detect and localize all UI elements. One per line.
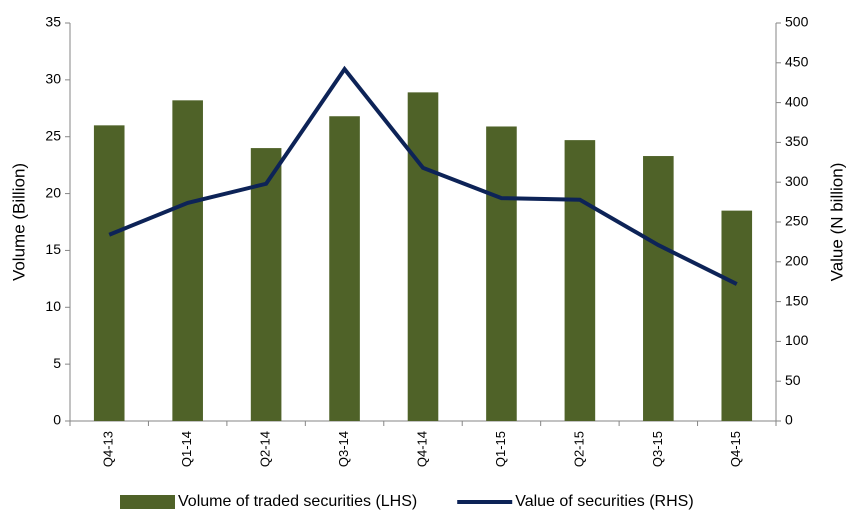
y2-tick-label: 0 — [785, 412, 793, 428]
y2-tick-label: 350 — [785, 133, 809, 149]
y-tick-label: 20 — [45, 184, 61, 200]
y-tick-label: 25 — [45, 127, 61, 143]
x-tick-label: Q4-15 — [728, 431, 743, 467]
bar — [486, 126, 517, 421]
y2-tick-label: 450 — [785, 54, 809, 70]
bar — [721, 210, 753, 421]
x-tick-label: Q3-15 — [650, 431, 665, 467]
y-axis-label: Volume (Billion) — [9, 163, 28, 281]
y2-axis-label: Value (N billion) — [827, 163, 846, 282]
y2-tick-label: 250 — [785, 213, 809, 229]
bar — [250, 148, 282, 422]
legend-swatch — [120, 495, 175, 509]
y2-tick-label: 400 — [785, 93, 809, 109]
x-tick-label: Q2-15 — [571, 431, 586, 467]
bar — [643, 156, 674, 421]
x-tick-label: Q1-15 — [493, 431, 508, 467]
y-tick-label: 15 — [45, 241, 61, 257]
y2-tick-label: 100 — [785, 332, 809, 348]
bar — [329, 116, 360, 421]
line — [108, 65, 738, 286]
y-tick-label: 0 — [53, 412, 61, 428]
y-tick-label: 5 — [53, 355, 61, 371]
y2-tick-label: 500 — [785, 14, 809, 30]
bar — [172, 100, 203, 421]
x-tick-label: Q2-14 — [258, 431, 273, 467]
legend-label: Volume of traded securities (LHS) — [178, 493, 417, 510]
legend-label: Value of securities (RHS) — [515, 493, 693, 510]
bar — [407, 92, 439, 421]
y2-tick-label: 300 — [785, 173, 809, 189]
y2-tick-label: 50 — [785, 372, 801, 388]
y-tick-label: 10 — [45, 298, 61, 314]
x-tick-label: Q3-14 — [336, 431, 351, 467]
bar — [564, 140, 596, 421]
x-tick-label: Q4-14 — [414, 431, 429, 467]
x-tick-label: Q1-14 — [179, 431, 194, 467]
y2-tick-label: 200 — [785, 253, 809, 269]
bar — [93, 125, 125, 421]
y-tick-label: 35 — [45, 14, 61, 30]
y-tick-label: 30 — [45, 71, 61, 87]
y2-tick-label: 150 — [785, 292, 809, 308]
x-tick-label: Q4-13 — [101, 431, 116, 467]
